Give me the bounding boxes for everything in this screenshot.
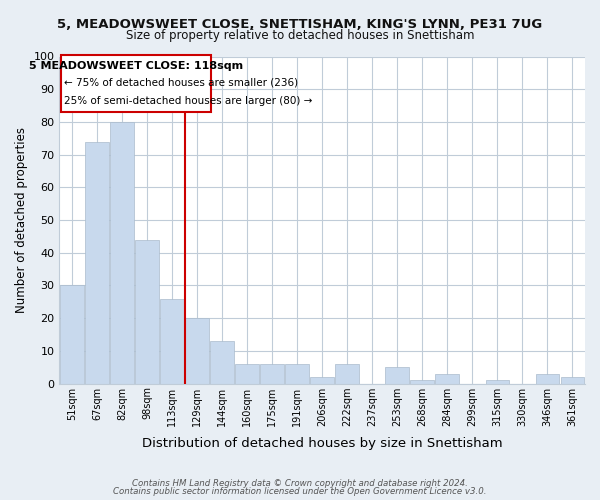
Text: Contains HM Land Registry data © Crown copyright and database right 2024.: Contains HM Land Registry data © Crown c…	[132, 478, 468, 488]
Bar	[60, 286, 84, 384]
Bar	[410, 380, 434, 384]
Text: 5 MEADOWSWEET CLOSE: 118sqm: 5 MEADOWSWEET CLOSE: 118sqm	[29, 62, 243, 72]
Bar	[560, 377, 584, 384]
Bar	[385, 368, 409, 384]
Bar	[210, 341, 234, 384]
Bar	[485, 380, 509, 384]
Bar	[536, 374, 559, 384]
Bar	[110, 122, 134, 384]
Bar	[335, 364, 359, 384]
Bar	[160, 298, 184, 384]
Bar	[185, 318, 209, 384]
Bar	[85, 142, 109, 384]
Y-axis label: Number of detached properties: Number of detached properties	[15, 127, 28, 313]
X-axis label: Distribution of detached houses by size in Snettisham: Distribution of detached houses by size …	[142, 437, 503, 450]
Bar	[235, 364, 259, 384]
Bar	[260, 364, 284, 384]
Bar	[135, 240, 159, 384]
Bar	[436, 374, 459, 384]
FancyBboxPatch shape	[61, 55, 211, 112]
Bar	[310, 377, 334, 384]
Text: 5, MEADOWSWEET CLOSE, SNETTISHAM, KING'S LYNN, PE31 7UG: 5, MEADOWSWEET CLOSE, SNETTISHAM, KING'S…	[58, 18, 542, 30]
Bar	[285, 364, 309, 384]
Text: Contains public sector information licensed under the Open Government Licence v3: Contains public sector information licen…	[113, 487, 487, 496]
Text: Size of property relative to detached houses in Snettisham: Size of property relative to detached ho…	[126, 29, 474, 42]
Text: ← 75% of detached houses are smaller (236): ← 75% of detached houses are smaller (23…	[64, 78, 299, 88]
Text: 25% of semi-detached houses are larger (80) →: 25% of semi-detached houses are larger (…	[64, 96, 313, 106]
